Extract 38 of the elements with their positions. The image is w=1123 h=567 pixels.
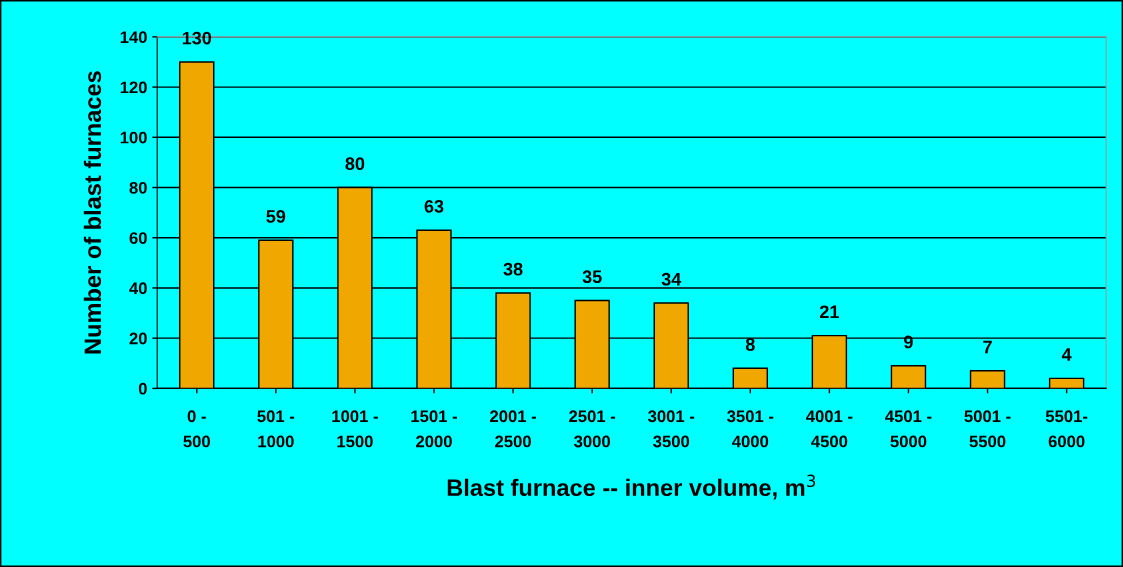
data-label: 59 <box>266 210 286 223</box>
x-tick-label: 1501 - 2000 <box>411 410 457 448</box>
data-label: 63 <box>424 199 444 213</box>
data-label: 21 <box>819 305 839 319</box>
y-axis-title: Number of blast furnaces <box>83 71 102 354</box>
y-tick-label: 80 <box>129 181 147 194</box>
data-label: 38 <box>503 262 523 276</box>
bar <box>1048 377 1085 389</box>
x-tick-label: 501 - 1000 <box>257 410 295 448</box>
x-tick-label: 5501- 6000 <box>1045 410 1088 448</box>
x-tick-label: 4501 - 5000 <box>885 410 932 448</box>
x-tick-label: 0 - 500 <box>183 410 210 448</box>
bar <box>732 367 769 389</box>
x-tick-label: 3001 - 3500 <box>647 410 695 448</box>
y-tick-label: 20 <box>129 332 147 345</box>
data-label: 35 <box>582 270 602 284</box>
y-tick-label: 60 <box>129 232 147 244</box>
data-label: 4 <box>1061 348 1072 361</box>
data-label: 80 <box>345 157 365 171</box>
x-tick-label: 2501 - 3000 <box>569 410 616 448</box>
y-tick-label: 120 <box>120 81 147 94</box>
x-tick-label: 2001 - 2500 <box>490 410 537 448</box>
data-label: 9 <box>904 335 913 349</box>
data-label: 7 <box>983 340 992 354</box>
data-label: 34 <box>661 272 682 286</box>
x-tick-label: 3501 - 4000 <box>727 410 774 448</box>
y-tick-label: 100 <box>120 131 147 144</box>
bar <box>969 370 1006 389</box>
y-tick-label: 0 <box>138 382 147 395</box>
x-tick-label: 4001 - 4500 <box>806 410 853 448</box>
bar <box>890 365 927 389</box>
y-tick-label: 40 <box>129 282 147 295</box>
x-tick-label: 1001 - 1500 <box>332 410 378 448</box>
x-tick-label: 5001 - 5500 <box>964 410 1011 448</box>
x-axis-title: Blast furnace -- inner volume, m$^{3}$ <box>447 474 816 500</box>
data-label: 8 <box>745 338 755 351</box>
y-tick-label: 140 <box>120 31 147 44</box>
data-label: 130 <box>182 31 212 45</box>
